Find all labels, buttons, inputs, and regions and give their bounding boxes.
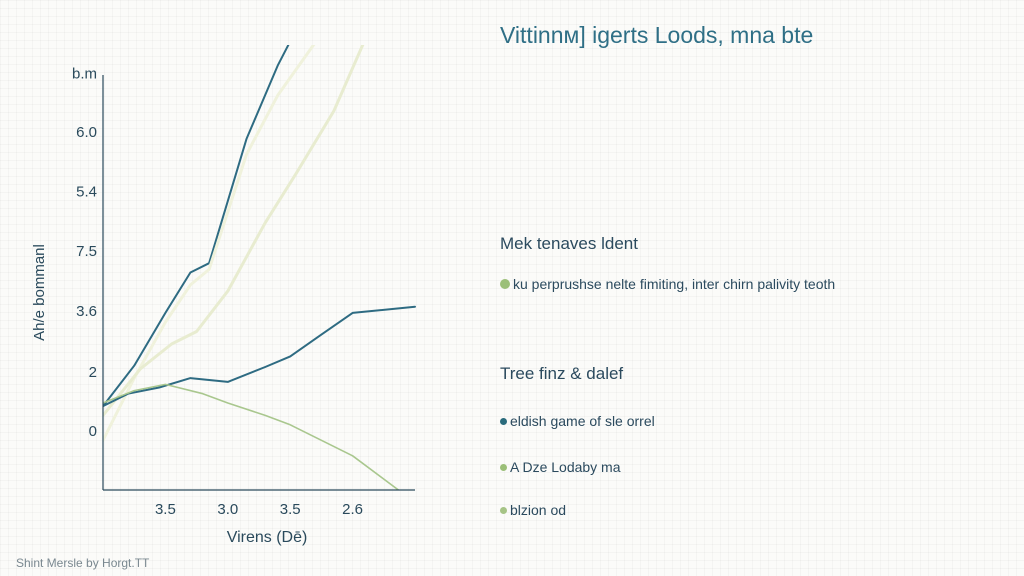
y-tick-label: 2 [89,364,97,381]
legend-item: eldish game of sle orrel [500,413,655,429]
y-tick-label: 3.6 [76,303,97,320]
series-line-5 [103,383,400,490]
chart-series-group [103,45,416,490]
legend-item-label: A Dze Lodaby ma [510,459,621,475]
y-tick-label: 7.5 [76,243,97,260]
y-tick-label: 6.0 [76,124,97,141]
y-tick-label: 5.4 [76,184,97,201]
legend-marker-icon [500,463,507,471]
legend-marker-icon [500,279,510,289]
legend-item: ku perprushse nelte fimiting, inter chir… [500,276,835,292]
y-tick-label: 0 [89,423,97,440]
legend-section-heading: Tree finz & dalef [500,364,624,383]
x-tick-label: 2.6 [342,501,363,518]
x-tick-label: 3.0 [217,501,238,518]
x-axis-label: Virens (Dē) [227,529,308,546]
legend-marker-icon [500,506,507,514]
legend-item-label: ku perprushse nelte fimiting, inter chir… [513,276,836,292]
legend-section-heading: Mek tenaves ldent [500,234,638,253]
axis-ticks: 0 2 3.6 7.5 5.4 6.0 b.m 3.5 3.0 3.5 2.6 [72,66,363,518]
x-tick-label: 3.5 [155,501,176,518]
x-tick-label: 3.5 [280,501,301,518]
series-line-2 [103,45,316,442]
series-line-1 [103,45,290,408]
legend-item: blzion od [500,502,566,518]
legend-item-label: blzion od [510,502,567,518]
series-line-3 [103,45,365,417]
legend-marker-icon [500,417,507,425]
legend-item: A Dze Lodaby ma [500,459,621,475]
y-axis-label: Ah/e bommanl [31,244,48,341]
legend-item-label: eldish game of sle orrel [510,413,655,429]
footer-credit: Shint Mersle by Horgt.TT [16,556,150,570]
series-line-4 [103,305,416,408]
y-tick-label: b.m [72,66,97,83]
line-chart: 0 2 3.6 7.5 5.4 6.0 b.m 3.5 3.0 3.5 2.6 Virens (Dē… [31,45,416,546]
chart-title: Vittinnм] igerts Loods, mna bte [500,22,814,48]
